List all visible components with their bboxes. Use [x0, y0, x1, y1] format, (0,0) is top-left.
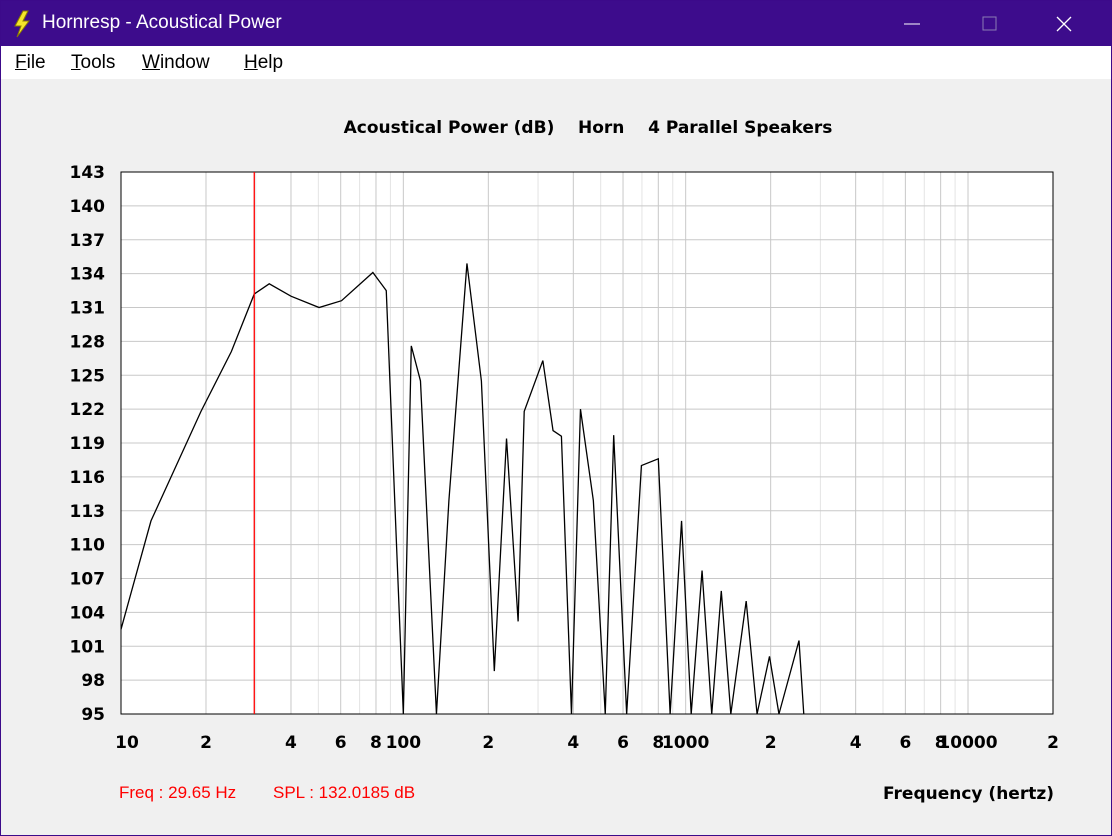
app-icon — [14, 10, 30, 38]
x-tick-label: 8 — [935, 733, 947, 753]
y-tick-label: 107 — [70, 570, 106, 590]
title-bar: Hornresp - Acoustical Power — [1, 1, 1111, 46]
x-tick-label: 4 — [850, 733, 862, 753]
x-tick-label: 100 — [386, 733, 422, 753]
y-tick-label: 95 — [81, 705, 105, 725]
menu-item[interactable]: Help — [244, 52, 284, 73]
x-tick-label: 1000 — [662, 733, 709, 753]
x-tick-label: 8 — [370, 733, 382, 753]
menu-item[interactable]: File — [15, 52, 46, 73]
window-title: Hornresp - Acoustical Power — [42, 12, 282, 33]
x-tick-label: 2 — [1047, 733, 1059, 753]
y-tick-label: 110 — [70, 536, 106, 556]
y-tick-label: 143 — [70, 163, 106, 183]
y-tick-label: 98 — [81, 671, 105, 691]
data-line — [120, 263, 805, 715]
y-tick-label: 125 — [70, 366, 106, 386]
chart-title: Acoustical Power (dB) Horn 4 Parallel Sp… — [344, 118, 833, 138]
x-tick-label: 4 — [567, 733, 579, 753]
x-tick-label: 4 — [285, 733, 297, 753]
x-tick-label: 10 — [115, 733, 139, 753]
y-tick-label: 131 — [70, 299, 106, 319]
y-tick-label: 137 — [70, 231, 106, 251]
x-tick-label: 2 — [765, 733, 777, 753]
menu-item[interactable]: Tools — [71, 52, 116, 73]
y-tick-label: 128 — [70, 332, 106, 352]
y-tick-label: 113 — [70, 502, 106, 522]
x-tick-label: 2 — [200, 733, 212, 753]
y-tick-label: 134 — [70, 265, 106, 285]
x-tick-label: 6 — [899, 733, 911, 753]
y-tick-label: 119 — [70, 434, 106, 454]
x-axis-label: Frequency (hertz) — [883, 784, 1054, 804]
y-tick-label: 101 — [70, 637, 106, 657]
y-tick-label: 122 — [70, 400, 106, 420]
x-tick-label: 6 — [617, 733, 629, 753]
y-tick-label: 140 — [70, 197, 106, 217]
spl-readout: SPL : 132.0185 dB — [273, 783, 415, 802]
y-tick-label: 116 — [70, 468, 106, 488]
freq-readout: Freq : 29.65 Hz — [119, 783, 236, 802]
menu-item[interactable]: Window — [142, 52, 210, 73]
plot-border — [120, 171, 1054, 715]
menu-bar: File Tools Window Help — [1, 46, 1111, 79]
y-tick-label: 104 — [70, 603, 106, 623]
x-tick-label: 10000 — [938, 733, 997, 753]
x-tick-label: 8 — [652, 733, 664, 753]
window-controls[interactable] — [891, 1, 1111, 46]
x-tick-label: 2 — [482, 733, 494, 753]
chart: Acoustical Power (dB) Horn 4 Parallel Sp… — [70, 118, 1059, 804]
x-tick-label: 6 — [335, 733, 347, 753]
